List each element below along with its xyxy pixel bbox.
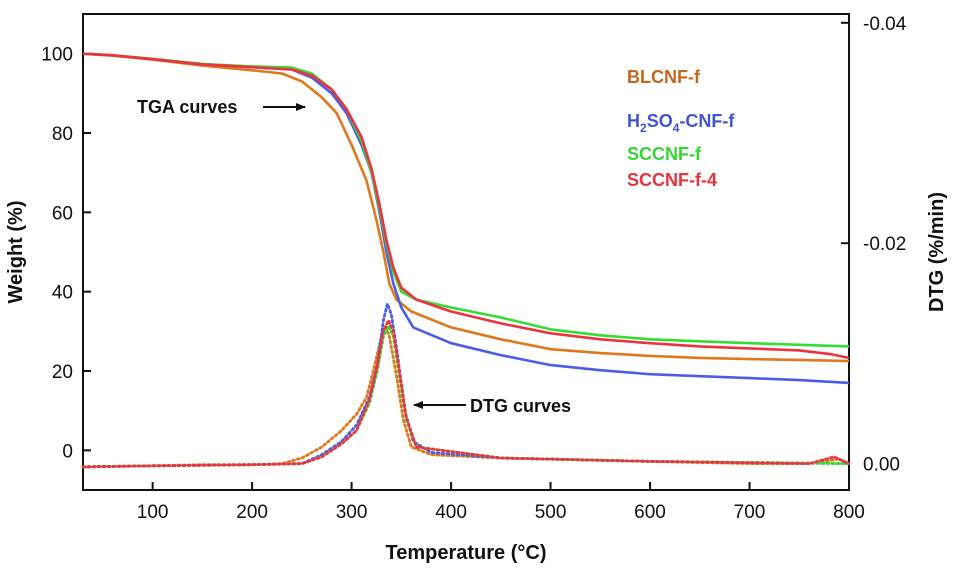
x-tick-label: 800 (833, 502, 865, 523)
dtg-annotation-label: DTG curves (470, 396, 571, 416)
x-tick-label: 500 (535, 502, 567, 523)
tga-curves (82, 52, 850, 385)
tga-line-sccnf-f-4 (82, 52, 850, 360)
dtg-curves (81, 298, 851, 469)
legend-item-h2so4-cnf-f: H2SO4-CNF-f (627, 111, 735, 135)
y2-axis-title: DTG (%/min) (926, 192, 948, 312)
y-tick-label: 100 (41, 45, 73, 66)
legend-item-blcnf-f: BLCNF-f (627, 67, 701, 87)
y-tick-label: 20 (52, 362, 73, 383)
y2-tick-label: -0.02 (863, 234, 906, 255)
plot-frame (82, 13, 850, 491)
y-tick-label: 60 (52, 203, 73, 224)
x-tick-label: 700 (734, 502, 766, 523)
y2-tick-label: 0.00 (863, 455, 900, 476)
x-tick-label: 600 (634, 502, 666, 523)
y-tick-label: 80 (52, 124, 73, 145)
y-tick-label: 40 (52, 283, 73, 304)
tga-line-blcnf-f (82, 52, 850, 363)
x-tick-label: 300 (336, 502, 368, 523)
x-tick-label: 100 (137, 502, 169, 523)
dtg-line-sccnf-f-4 (81, 316, 851, 469)
x-axis-title: Temperature (°C) (386, 542, 547, 564)
y-tick-label: 0 (62, 441, 73, 462)
y-axis-ticks: 0 20 40 60 80 100 (41, 45, 91, 462)
dtg-line-h2so4-cnf-f (81, 298, 851, 469)
legend-item-sccnf-f: SCCNF-f (627, 144, 702, 164)
legend-item-sccnf-f-4: SCCNF-f-4 (627, 170, 717, 190)
tga-annotation-label: TGA curves (137, 97, 237, 117)
x-tick-label: 200 (236, 502, 268, 523)
x-axis-ticks: 100 200 300 400 500 600 700 800 (137, 482, 865, 523)
y-axis-title: Weight (%) (5, 201, 27, 304)
y2-axis-ticks: 0.00 -0.02 -0.04 (841, 14, 907, 476)
legend: BLCNF-f H2SO4-CNF-f SCCNF-f SCCNF-f-4 (627, 67, 735, 190)
x-tick-label: 400 (435, 502, 467, 523)
y2-tick-label: -0.04 (863, 14, 907, 35)
